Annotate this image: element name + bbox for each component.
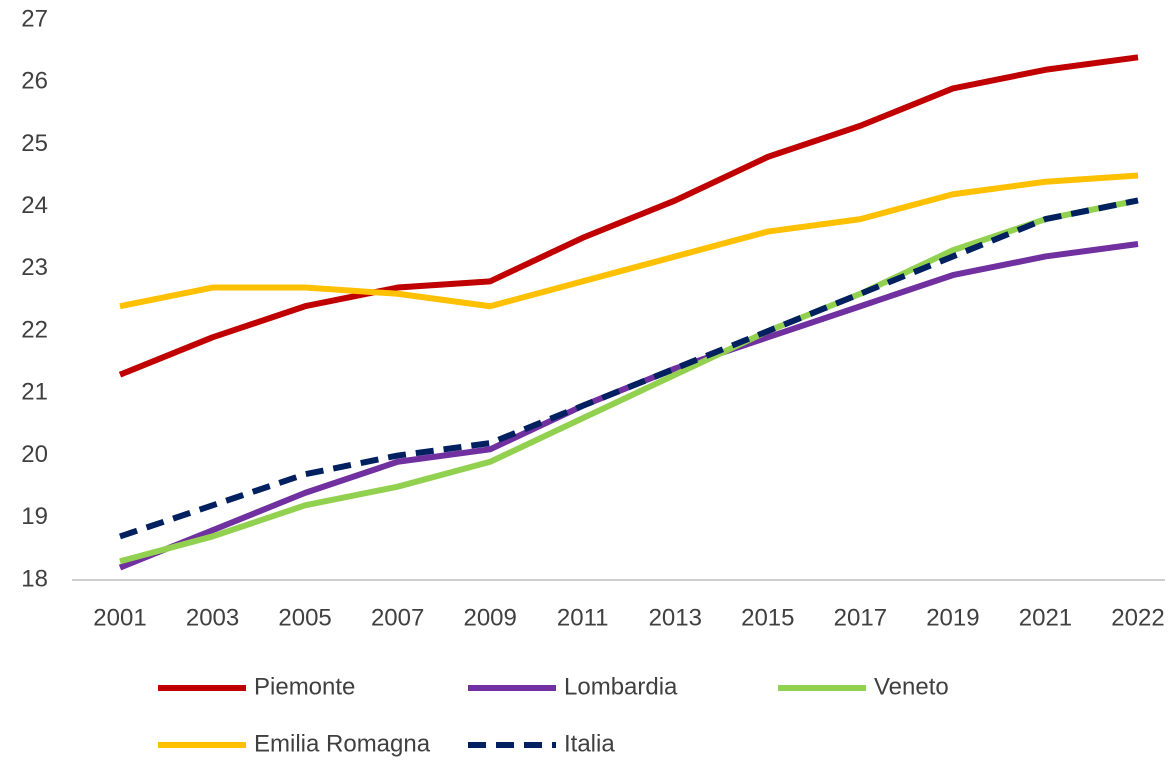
y-tick-label: 23 — [21, 254, 48, 281]
series-line — [119, 197, 1139, 540]
x-tick-label: 2011 — [557, 604, 609, 631]
x-tick-label: 2009 — [463, 604, 516, 631]
legend-label: Veneto — [874, 673, 949, 700]
y-tick-label: 24 — [21, 192, 48, 219]
series-line — [118, 54, 1139, 378]
x-tick-label: 2022 — [1111, 604, 1164, 631]
x-tick-label: 2019 — [926, 604, 979, 631]
x-tick-label: 2001 — [93, 604, 146, 631]
x-tick-label: 2003 — [186, 604, 239, 631]
series-line — [119, 197, 1139, 565]
y-tick-label: 18 — [21, 565, 48, 592]
y-tick-label: 21 — [21, 379, 48, 406]
y-tick-label: 22 — [21, 316, 48, 343]
y-tick-label: 25 — [21, 130, 48, 157]
y-tick-label: 27 — [21, 5, 48, 32]
x-tick-label: 2013 — [649, 604, 702, 631]
x-tick-label: 2005 — [278, 604, 331, 631]
y-tick-label: 20 — [21, 441, 48, 468]
x-tick-label: 2017 — [834, 604, 887, 631]
legend-label: Emilia Romagna — [254, 730, 431, 757]
x-tick-label: 2007 — [371, 604, 424, 631]
legend-label: Piemonte — [254, 673, 355, 700]
series-line — [119, 172, 1139, 310]
x-tick-label: 2015 — [741, 604, 794, 631]
y-tick-label: 26 — [21, 68, 48, 95]
x-tick-label: 2021 — [1019, 604, 1072, 631]
legend-label: Lombardia — [564, 673, 678, 700]
y-tick-label: 19 — [21, 503, 48, 530]
legend-label: Italia — [564, 730, 615, 757]
